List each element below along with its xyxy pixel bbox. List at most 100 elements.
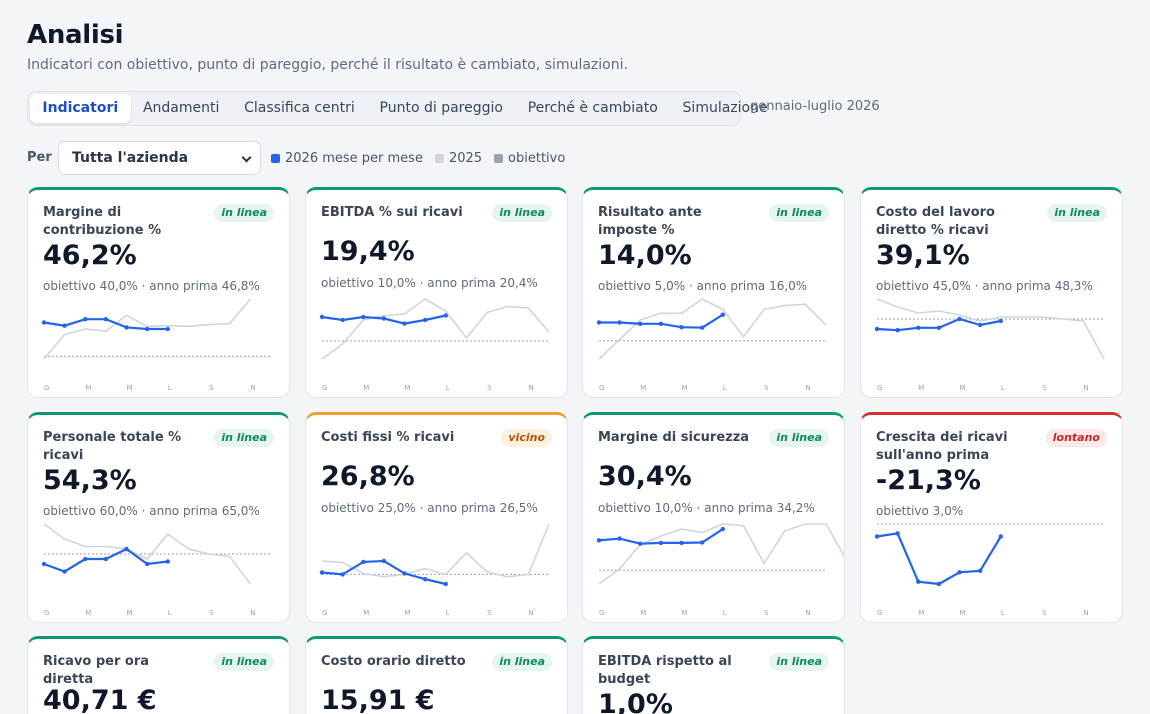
data-point-2026 <box>596 538 602 543</box>
data-point-2026 <box>700 540 705 545</box>
kpi-name: Crescita dei ricavi sull'anno prima <box>876 430 1008 463</box>
month-tick-label: M <box>918 609 924 617</box>
data-point-2026 <box>895 531 900 536</box>
kpi-card[interactable]: Costo del lavoro diretto % ricavi in line… <box>860 187 1123 398</box>
tab-punto-di-pareggio[interactable]: Punto di pareggio <box>379 100 503 116</box>
kpi-value: 15,91 € <box>321 685 435 714</box>
kpi-target-text: obiettivo 5,0% · anno prima 16,0% <box>598 279 808 293</box>
data-point-2026 <box>381 558 387 564</box>
month-tick-label: M <box>85 609 91 617</box>
data-point-2026 <box>62 323 67 328</box>
data-point-2026 <box>998 318 1003 324</box>
tab-perche-cambiato[interactable]: Perché è cambiato <box>527 100 658 116</box>
month-tick-label: L <box>168 384 172 392</box>
scope-select[interactable]: Tutta l'azienda <box>58 141 261 175</box>
period-label: gennaio-luglio 2026 <box>750 99 880 114</box>
kpi-value: 30,4% <box>598 461 692 492</box>
data-point-2026 <box>596 320 602 325</box>
tab-andamenti[interactable]: Andamenti <box>142 100 220 116</box>
data-point-2026 <box>679 325 684 330</box>
data-point-2026 <box>874 326 880 332</box>
kpi-card[interactable]: Margine di sicurezza in linea 30,4% obietti… <box>582 412 845 623</box>
data-point-2026 <box>124 546 129 552</box>
status-badge: in linea <box>1047 204 1107 222</box>
kpi-card[interactable]: Ricavo per ora diretta in linea 40,71 € <box>27 636 290 714</box>
status-badge: vicino <box>501 429 552 447</box>
tab-simulazione[interactable]: Simulazione <box>682 100 768 116</box>
tab-indicatori[interactable]: Indicatori <box>30 94 131 123</box>
kpi-name: Personale totale % ricavi <box>43 430 182 463</box>
tab-classifica-centri[interactable]: Classifica centri <box>244 100 355 116</box>
data-point-2026 <box>617 536 622 541</box>
month-tick-label: L <box>723 609 727 617</box>
month-tick-label: N <box>250 609 255 617</box>
month-tick-label: G <box>599 384 604 392</box>
kpi-card[interactable]: Margine di contribuzione % in linea 46,2% o… <box>27 187 290 398</box>
month-tick-label: L <box>723 384 727 392</box>
kpi-value: 40,71 € <box>43 685 157 714</box>
series-line-2025 <box>598 523 844 585</box>
legend-label-current: 2026 mese per mese <box>285 151 423 166</box>
kpi-name: Costi fissi % ricavi <box>321 430 455 445</box>
tab-bar: Indicatori Andamenti Classifica centri P… <box>27 91 768 126</box>
data-point-2026 <box>423 577 428 582</box>
month-tick-label: S <box>209 609 214 617</box>
kpi-name: Margine di sicurezza <box>598 430 750 445</box>
data-point-2026 <box>145 561 150 567</box>
kpi-name: Costo del lavoro diretto % ricavi <box>876 205 995 238</box>
kpi-value: 46,2% <box>43 240 137 271</box>
data-point-2026 <box>402 321 407 326</box>
status-badge: in linea <box>214 429 274 447</box>
month-tick-label: G <box>322 384 327 392</box>
status-badge: in linea <box>492 653 552 671</box>
month-tick-label: M <box>960 384 966 392</box>
data-point-2026 <box>62 569 67 574</box>
data-point-2026 <box>936 581 942 587</box>
kpi-value: 26,8% <box>321 461 415 492</box>
month-tick-label: G <box>44 609 49 617</box>
data-point-2026 <box>957 570 962 575</box>
month-tick-label: N <box>528 384 533 392</box>
filter-label: Per <box>27 150 52 165</box>
kpi-card[interactable]: Crescita dei ricavi sull'anno prima lonta… <box>860 412 1123 623</box>
data-point-2026 <box>617 320 622 325</box>
kpi-target-text: obiettivo 60,0% · anno prima 65,0% <box>43 504 260 518</box>
month-tick-label: M <box>918 384 924 392</box>
kpi-card[interactable]: Costi fissi % ricavi vicino 26,8% obiettivo… <box>305 412 568 623</box>
kpi-card[interactable]: EBITDA % sui ricavi in linea 19,4% obiettiv… <box>305 187 568 398</box>
kpi-target-text: obiettivo 40,0% · anno prima 46,8% <box>43 279 260 293</box>
data-point-2026 <box>319 570 325 575</box>
month-tick-label: M <box>127 384 133 392</box>
data-point-2026 <box>165 559 170 564</box>
data-point-2026 <box>83 556 88 562</box>
data-point-2026 <box>124 325 129 330</box>
month-tick-label: M <box>405 384 411 392</box>
month-tick-label: L <box>446 609 450 617</box>
data-point-2026 <box>720 312 725 317</box>
kpi-card[interactable]: Costo orario diretto in linea 15,91 € <box>305 636 568 714</box>
data-point-2026 <box>978 568 983 573</box>
month-tick-label: M <box>363 609 369 617</box>
legend-swatch-target <box>494 154 504 163</box>
kpi-value: 1,0% <box>598 689 673 714</box>
month-tick-label: S <box>487 384 492 392</box>
month-tick-label: L <box>168 609 172 617</box>
month-tick-label: M <box>405 609 411 617</box>
kpi-name: EBITDA rispetto al budget <box>598 654 732 687</box>
legend-label-previous: 2025 <box>448 151 483 166</box>
kpi-card[interactable]: Risultato ante imposte % in linea 14,0% obi… <box>582 187 845 398</box>
data-point-2026 <box>319 314 325 320</box>
series-line-2026 <box>321 559 447 586</box>
kpi-card[interactable]: EBITDA rispetto al budget in linea 1,0% <box>582 636 845 714</box>
kpi-card[interactable]: Personale totale % ricavi in linea 54,3% ob… <box>27 412 290 623</box>
month-tick-label: L <box>446 384 450 392</box>
month-tick-label: G <box>322 609 327 617</box>
kpi-value: 54,3% <box>43 465 137 496</box>
month-tick-label: M <box>960 609 966 617</box>
chevron-down-icon <box>241 152 252 163</box>
page-title: Analisi <box>27 20 124 50</box>
